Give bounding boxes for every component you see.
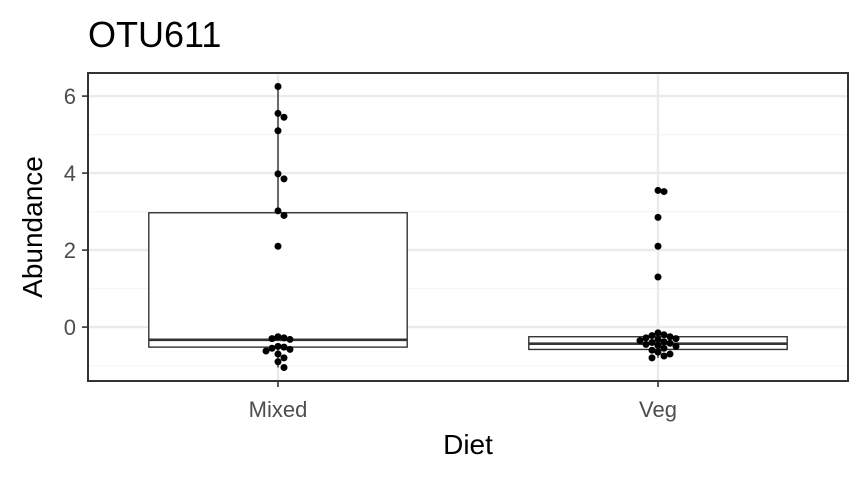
y-tick-label: 2	[64, 238, 76, 263]
data-point	[280, 343, 288, 351]
data-point	[654, 335, 662, 343]
data-point	[648, 346, 656, 354]
data-point	[648, 354, 656, 362]
data-point	[274, 82, 282, 90]
data-point	[274, 170, 282, 178]
data-point	[642, 334, 650, 342]
data-point	[280, 364, 288, 372]
data-point	[648, 339, 656, 346]
data-point	[660, 188, 668, 196]
data-point	[280, 334, 288, 342]
panel-border	[87, 72, 849, 382]
chart-title: OTU611	[88, 14, 221, 55]
data-point	[648, 332, 656, 340]
data-point	[280, 175, 288, 183]
data-point	[268, 335, 276, 343]
data-point	[666, 339, 674, 347]
x-tick-label: Mixed	[249, 397, 308, 422]
y-axis-title: Abundance	[17, 156, 48, 298]
data-point	[666, 350, 674, 358]
y-tick-label: 4	[64, 161, 76, 186]
y-tick-label: 6	[64, 84, 76, 109]
data-point	[654, 348, 662, 356]
data-point	[280, 211, 288, 219]
data-point	[654, 186, 662, 194]
data-point	[274, 342, 282, 350]
data-point	[654, 329, 662, 337]
data-point	[274, 358, 282, 366]
data-point	[274, 333, 282, 341]
data-point	[274, 242, 282, 250]
boxes	[148, 86, 788, 368]
data-point	[274, 109, 282, 117]
data-point	[636, 337, 644, 345]
data-points	[262, 82, 680, 372]
y-axis-ticks: 0 2 4 6	[64, 84, 88, 340]
x-axis-title: Diet	[443, 429, 493, 460]
data-point	[274, 207, 282, 215]
data-point	[660, 331, 668, 339]
data-point	[280, 354, 288, 362]
data-point	[654, 273, 662, 281]
data-point	[660, 344, 668, 352]
data-point	[660, 352, 668, 360]
data-point	[654, 342, 662, 350]
data-point	[274, 350, 282, 358]
data-point	[286, 335, 294, 343]
data-point	[654, 242, 662, 250]
x-tick-label: Veg	[639, 397, 677, 422]
data-point	[280, 113, 288, 121]
data-point	[268, 344, 276, 352]
x-axis-ticks: Mixed Veg	[249, 381, 677, 422]
data-point	[672, 335, 680, 343]
data-point	[672, 342, 680, 350]
box-mixed	[148, 212, 408, 348]
data-point	[262, 347, 270, 355]
data-point	[274, 127, 282, 135]
data-point	[660, 338, 668, 346]
data-point	[286, 345, 294, 353]
data-point	[654, 213, 662, 221]
data-point	[666, 333, 674, 341]
data-point	[642, 340, 650, 348]
y-tick-label: 0	[64, 315, 76, 340]
